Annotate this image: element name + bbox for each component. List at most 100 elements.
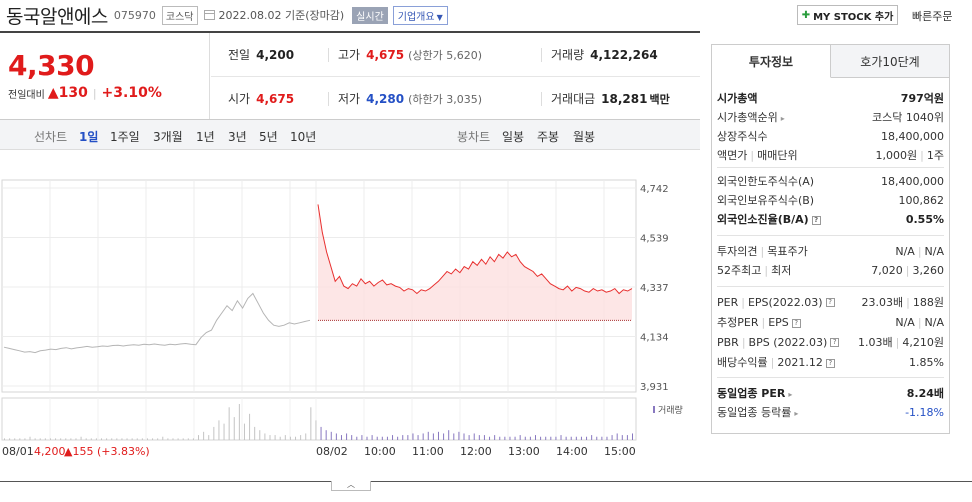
info-label: 투자의견 | 목표주가	[717, 243, 808, 259]
info-label-text: 외국인소진율(B/A)	[717, 213, 809, 226]
chevron-right-icon[interactable]: ▸	[794, 409, 799, 418]
separator	[328, 48, 329, 62]
volume-bar	[60, 438, 62, 440]
volume-bar	[346, 433, 348, 440]
range-1w[interactable]: 1주일	[110, 130, 140, 144]
info-label-text: EPS	[768, 316, 789, 329]
range-10y[interactable]: 10년	[290, 130, 317, 144]
range-1y[interactable]: 1년	[196, 130, 215, 144]
info-label: 시가총액	[717, 90, 757, 106]
info-row: 추정PER | EPS? N/A | N/A	[717, 313, 944, 331]
help-icon[interactable]: ?	[825, 358, 835, 368]
volume-bar	[340, 435, 342, 440]
volume-bar	[463, 433, 465, 440]
candle-chart-label[interactable]: 봉차트	[457, 130, 491, 144]
diff-label: 전일대비	[8, 89, 45, 101]
volume-bar	[274, 435, 276, 440]
add-mystock-button[interactable]: ✚ MY STOCK 추가	[797, 5, 898, 25]
info-value-text: 1,000원	[875, 149, 918, 162]
chevron-down-icon: ▼	[436, 12, 443, 22]
range-3m[interactable]: 3개월	[153, 130, 183, 144]
collapse-button[interactable]: ︿	[331, 481, 371, 491]
info-value: 100,862	[899, 194, 945, 207]
volume-bar	[254, 426, 256, 440]
volume-bar	[550, 436, 552, 440]
help-icon[interactable]: ?	[830, 338, 840, 347]
volume-bar	[514, 436, 516, 440]
volume-bar	[397, 436, 399, 440]
range-5y[interactable]: 5년	[259, 130, 278, 144]
help-icon[interactable]: ?	[791, 318, 801, 328]
divider	[717, 286, 944, 287]
info-label-text: 시가총액	[717, 92, 758, 105]
info-row: 52주최고 | 최저 7,020 | 3,260	[717, 261, 944, 279]
volume-bar	[402, 435, 404, 440]
volume-bar	[269, 435, 271, 440]
volume-bar	[560, 435, 562, 440]
volume-bar	[376, 436, 378, 440]
info-label: 외국인한도주식수(A)	[717, 173, 814, 189]
open-value: 4,675	[256, 91, 295, 106]
prev-close-value: 4,200	[256, 47, 295, 62]
volume-bar	[616, 433, 618, 440]
help-icon[interactable]: ?	[811, 215, 821, 225]
chart-range-bar: 선차트 1일 1주일 3개월 1년 3년 5년 10년 봉차트 일봉 주봉 월봉	[0, 119, 700, 150]
open-stat: 시가 4,675	[228, 90, 294, 107]
info-row: 외국인소진율(B/A)? 0.55%	[717, 210, 944, 228]
info-row: 동일업종 등락률 ▸ -1.18%	[717, 403, 944, 421]
chevron-right-icon[interactable]: ▸	[788, 390, 793, 399]
volume-bar	[14, 438, 16, 440]
volume-bar	[223, 423, 225, 440]
high-label: 고가	[338, 48, 361, 62]
x-tick-label: 14:00	[556, 445, 588, 458]
volume-bar	[284, 435, 286, 440]
info-label-text: 동일업종 등락률	[717, 406, 792, 419]
line-chart-label[interactable]: 선차트	[34, 130, 68, 144]
info-label-text: PER	[717, 295, 739, 309]
volume-bar	[218, 420, 220, 440]
prev-day-price: 4,200	[34, 445, 66, 458]
company-overview-button[interactable]: 기업개요 ▼	[392, 5, 448, 25]
info-value-text: 7,020	[871, 263, 903, 277]
tab-order-book[interactable]: 호가10단계	[831, 45, 949, 78]
tab-investment-info[interactable]: 투자정보	[712, 45, 831, 78]
volume-bar	[157, 438, 159, 440]
chevron-right-icon[interactable]: ▸	[780, 114, 785, 123]
volume-bar	[136, 438, 138, 440]
info-value: 1.03배 | 4,210원	[858, 334, 944, 350]
low-value: 4,280	[366, 91, 405, 106]
volume-bar	[295, 436, 297, 440]
info-label: 동일업종 등락률 ▸	[717, 404, 798, 420]
price-plot-frame	[1, 179, 637, 393]
info-value-text: 18,400,000	[881, 174, 944, 188]
info-value: 코스닥 1040위	[872, 109, 944, 125]
volume-bar	[4, 438, 5, 440]
volume-bar	[310, 407, 312, 440]
x-tick-label: 10:00	[364, 445, 396, 458]
price-stats: 전일 4,200 고가 4,675 (상한가 5,620) 거래량 4,122,…	[211, 33, 700, 119]
info-label-text: BPS (2022.03)	[748, 335, 828, 349]
info-value-text: -1.18%	[905, 405, 944, 419]
volume-bar	[489, 436, 491, 440]
help-icon[interactable]: ?	[825, 298, 835, 307]
quick-order-link[interactable]: 빠른주문	[912, 10, 953, 23]
volume-bar	[228, 407, 230, 440]
volume-bar	[152, 438, 154, 440]
info-row: PBR | BPS (2022.03)? 1.03배 | 4,210원	[717, 333, 944, 351]
info-label: 배당수익률 | 2021.12?	[717, 354, 835, 370]
range-3y[interactable]: 3년	[228, 130, 247, 144]
info-row: 상장주식수 18,400,000	[717, 127, 944, 145]
candle-weekly[interactable]: 주봉	[537, 130, 560, 144]
high-stat: 고가 4,675 (상한가 5,620)	[338, 46, 482, 63]
candle-daily[interactable]: 일봉	[502, 130, 525, 144]
range-1d[interactable]: 1일	[79, 130, 99, 144]
info-label-text: PBR	[717, 335, 739, 349]
volume-bar	[320, 426, 322, 440]
info-row: PER | EPS(2022.03)? 23.03배 | 188원	[717, 293, 944, 311]
candle-monthly[interactable]: 월봉	[573, 130, 596, 144]
divider	[717, 377, 944, 378]
volume-bar	[85, 438, 87, 440]
y-tick-label: 4,742	[640, 184, 669, 195]
realtime-button[interactable]: 실시간	[352, 6, 388, 24]
info-value-text: 188원	[912, 296, 944, 309]
